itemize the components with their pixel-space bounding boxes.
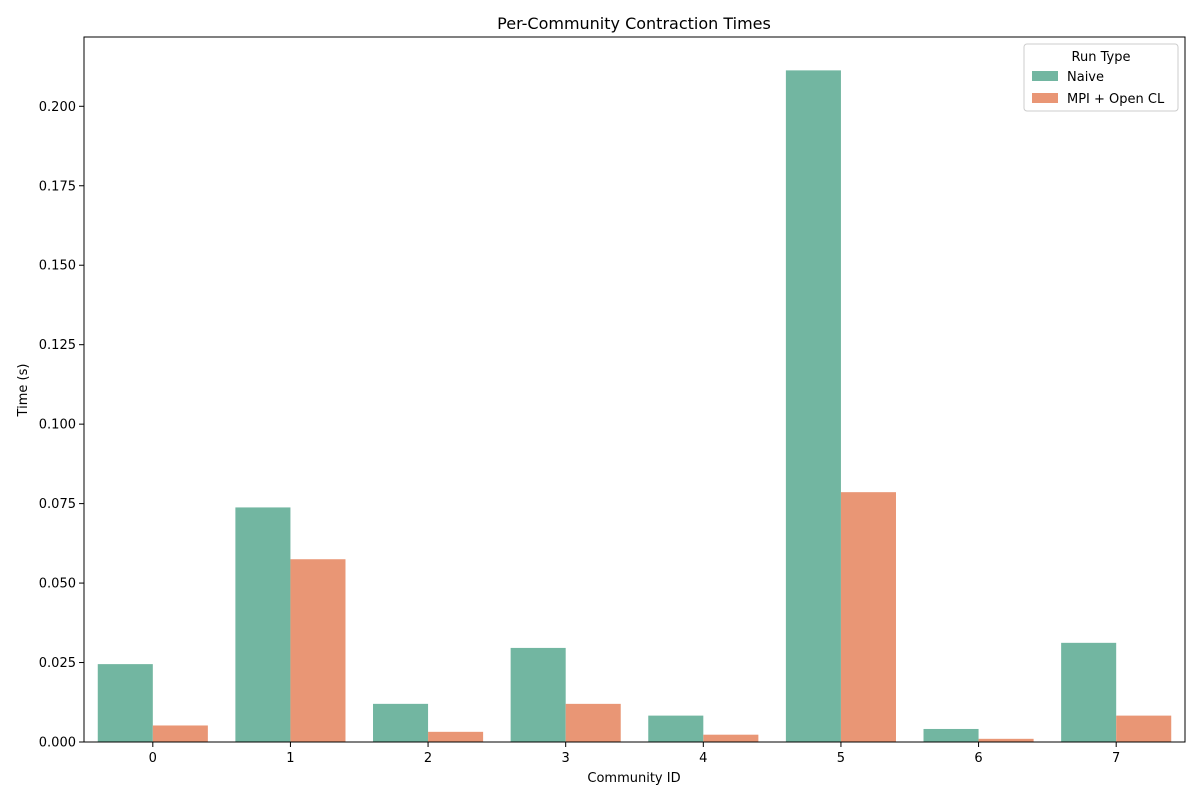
- y-tick-label: 0.200: [39, 100, 76, 115]
- x-tick-label: 0: [149, 751, 157, 766]
- x-tick-label: 4: [699, 751, 707, 766]
- bar-mpi-open-cl-2: [428, 731, 484, 742]
- y-tick-label: 0.000: [39, 736, 76, 751]
- x-tick-label: 2: [424, 751, 432, 766]
- y-tick-label: 0.075: [39, 497, 76, 512]
- bar-naive-4: [648, 715, 704, 742]
- bar-mpi-open-cl-6: [978, 738, 1034, 742]
- y-tick-label: 0.025: [39, 656, 76, 671]
- x-axis-label: Community ID: [587, 771, 680, 786]
- legend-label-mpi-open-cl: MPI + Open CL: [1067, 92, 1165, 107]
- y-axis-label: Time (s): [16, 364, 31, 418]
- bar-mpi-open-cl-5: [840, 492, 896, 742]
- bar-naive-7: [1061, 642, 1117, 742]
- bar-mpi-open-cl-7: [1116, 715, 1172, 742]
- legend-label-naive: Naive: [1067, 70, 1104, 85]
- bar-mpi-open-cl-0: [152, 725, 208, 742]
- x-axis: 0 1 2 3 4 5 6 7: [149, 742, 1120, 766]
- legend: Run Type Naive MPI + Open CL: [1023, 43, 1179, 112]
- x-tick-label: 3: [562, 751, 570, 766]
- bar-mpi-open-cl-3: [565, 703, 621, 742]
- y-tick-label: 0.100: [39, 418, 76, 433]
- y-tick-label: 0.175: [39, 179, 76, 194]
- bars-group: [97, 70, 1172, 743]
- bar-naive-6: [923, 728, 979, 742]
- y-tick-label: 0.050: [39, 577, 76, 592]
- plot-frame: [83, 36, 1186, 743]
- bar-mpi-open-cl-1: [290, 559, 346, 742]
- bar-naive-1: [235, 507, 291, 742]
- bar-naive-3: [510, 647, 566, 742]
- legend-title: Run Type: [1072, 50, 1131, 65]
- x-tick-label: 7: [1112, 751, 1120, 766]
- legend-box: [1023, 43, 1179, 112]
- y-tick-label: 0.150: [39, 259, 76, 274]
- legend-swatch-naive: [1032, 71, 1058, 81]
- x-tick-label: 6: [974, 751, 982, 766]
- x-tick-label: 5: [837, 751, 845, 766]
- y-tick-label: 0.125: [39, 338, 76, 353]
- bar-mpi-open-cl-4: [703, 734, 759, 742]
- bar-naive-2: [373, 703, 429, 742]
- x-tick-label: 1: [286, 751, 294, 766]
- bar-naive-0: [97, 664, 153, 742]
- chart-title: Per-Community Contraction Times: [497, 14, 771, 33]
- bar-naive-5: [785, 70, 841, 743]
- legend-swatch-mpi-open-cl: [1032, 93, 1058, 103]
- y-axis: 0.000 0.025 0.050 0.075 0.100 0.125 0.150 0.175…: [39, 100, 84, 751]
